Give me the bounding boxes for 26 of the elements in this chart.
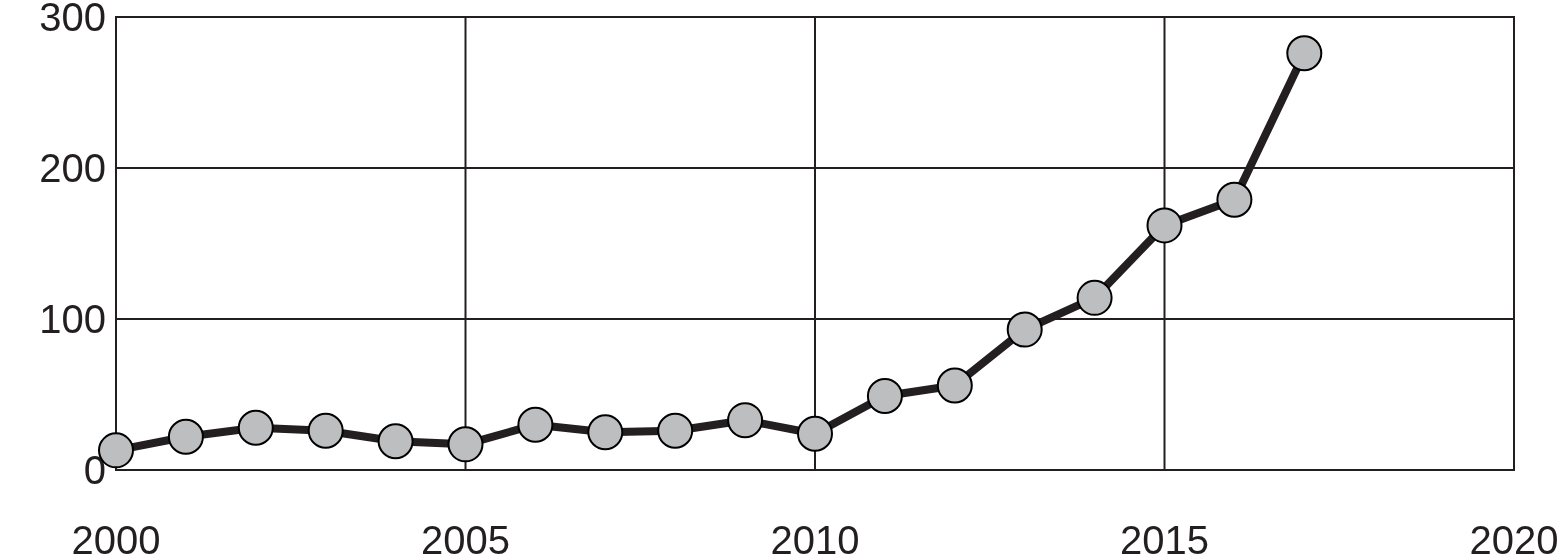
x-tick-label: 2000 [71,518,161,558]
point [1146,207,1183,244]
point [307,412,344,449]
point [727,402,764,439]
point [587,414,624,451]
point [936,367,973,404]
point [1076,279,1113,316]
x-tick-label: 2005 [421,518,510,558]
point [377,423,414,460]
point [167,418,204,455]
y-tick-label: 0 [83,448,106,492]
point [237,409,274,446]
point [866,378,903,415]
x-tick-label: 2020 [1469,518,1559,558]
y-tick-label: 100 [39,297,106,341]
point [797,415,833,452]
x-tick-label: 2010 [770,518,860,558]
point [447,426,484,463]
point [657,412,694,449]
y-tick-label: 300 [39,0,106,39]
point [1216,181,1253,218]
point [1006,311,1043,348]
x-tick-label: 2015 [1120,518,1209,558]
y-tick-label: 200 [39,146,106,190]
point [1286,35,1323,72]
point [517,406,554,443]
